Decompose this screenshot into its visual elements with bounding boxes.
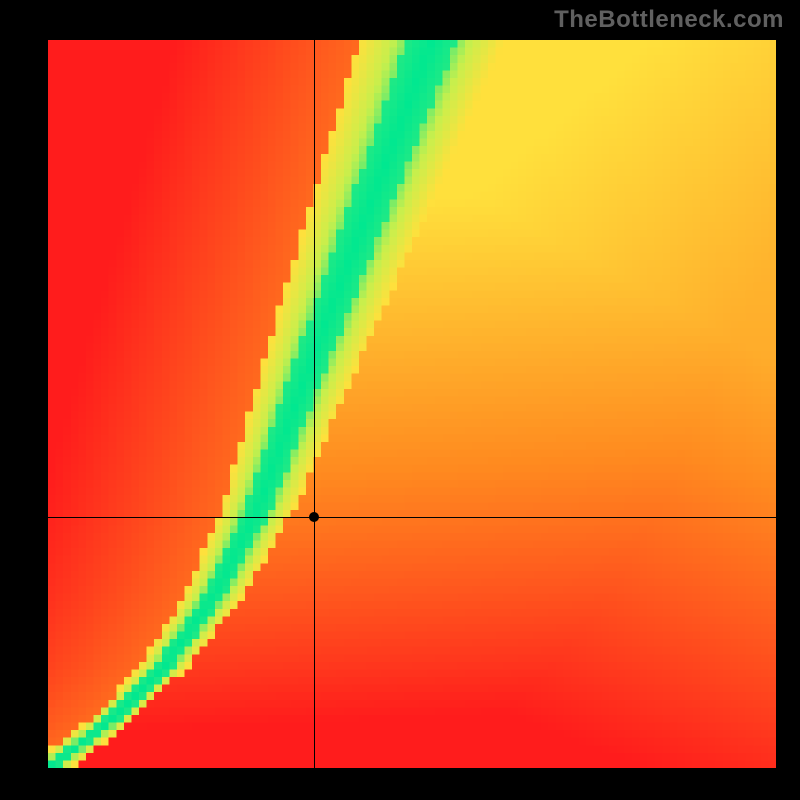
heatmap-canvas bbox=[48, 40, 776, 768]
plot-area bbox=[48, 40, 776, 768]
crosshair-marker bbox=[309, 512, 319, 522]
crosshair-horizontal bbox=[48, 517, 776, 518]
watermark-text: TheBottleneck.com bbox=[554, 6, 784, 34]
root: TheBottleneck.com bbox=[0, 0, 800, 800]
crosshair-vertical bbox=[314, 40, 315, 768]
